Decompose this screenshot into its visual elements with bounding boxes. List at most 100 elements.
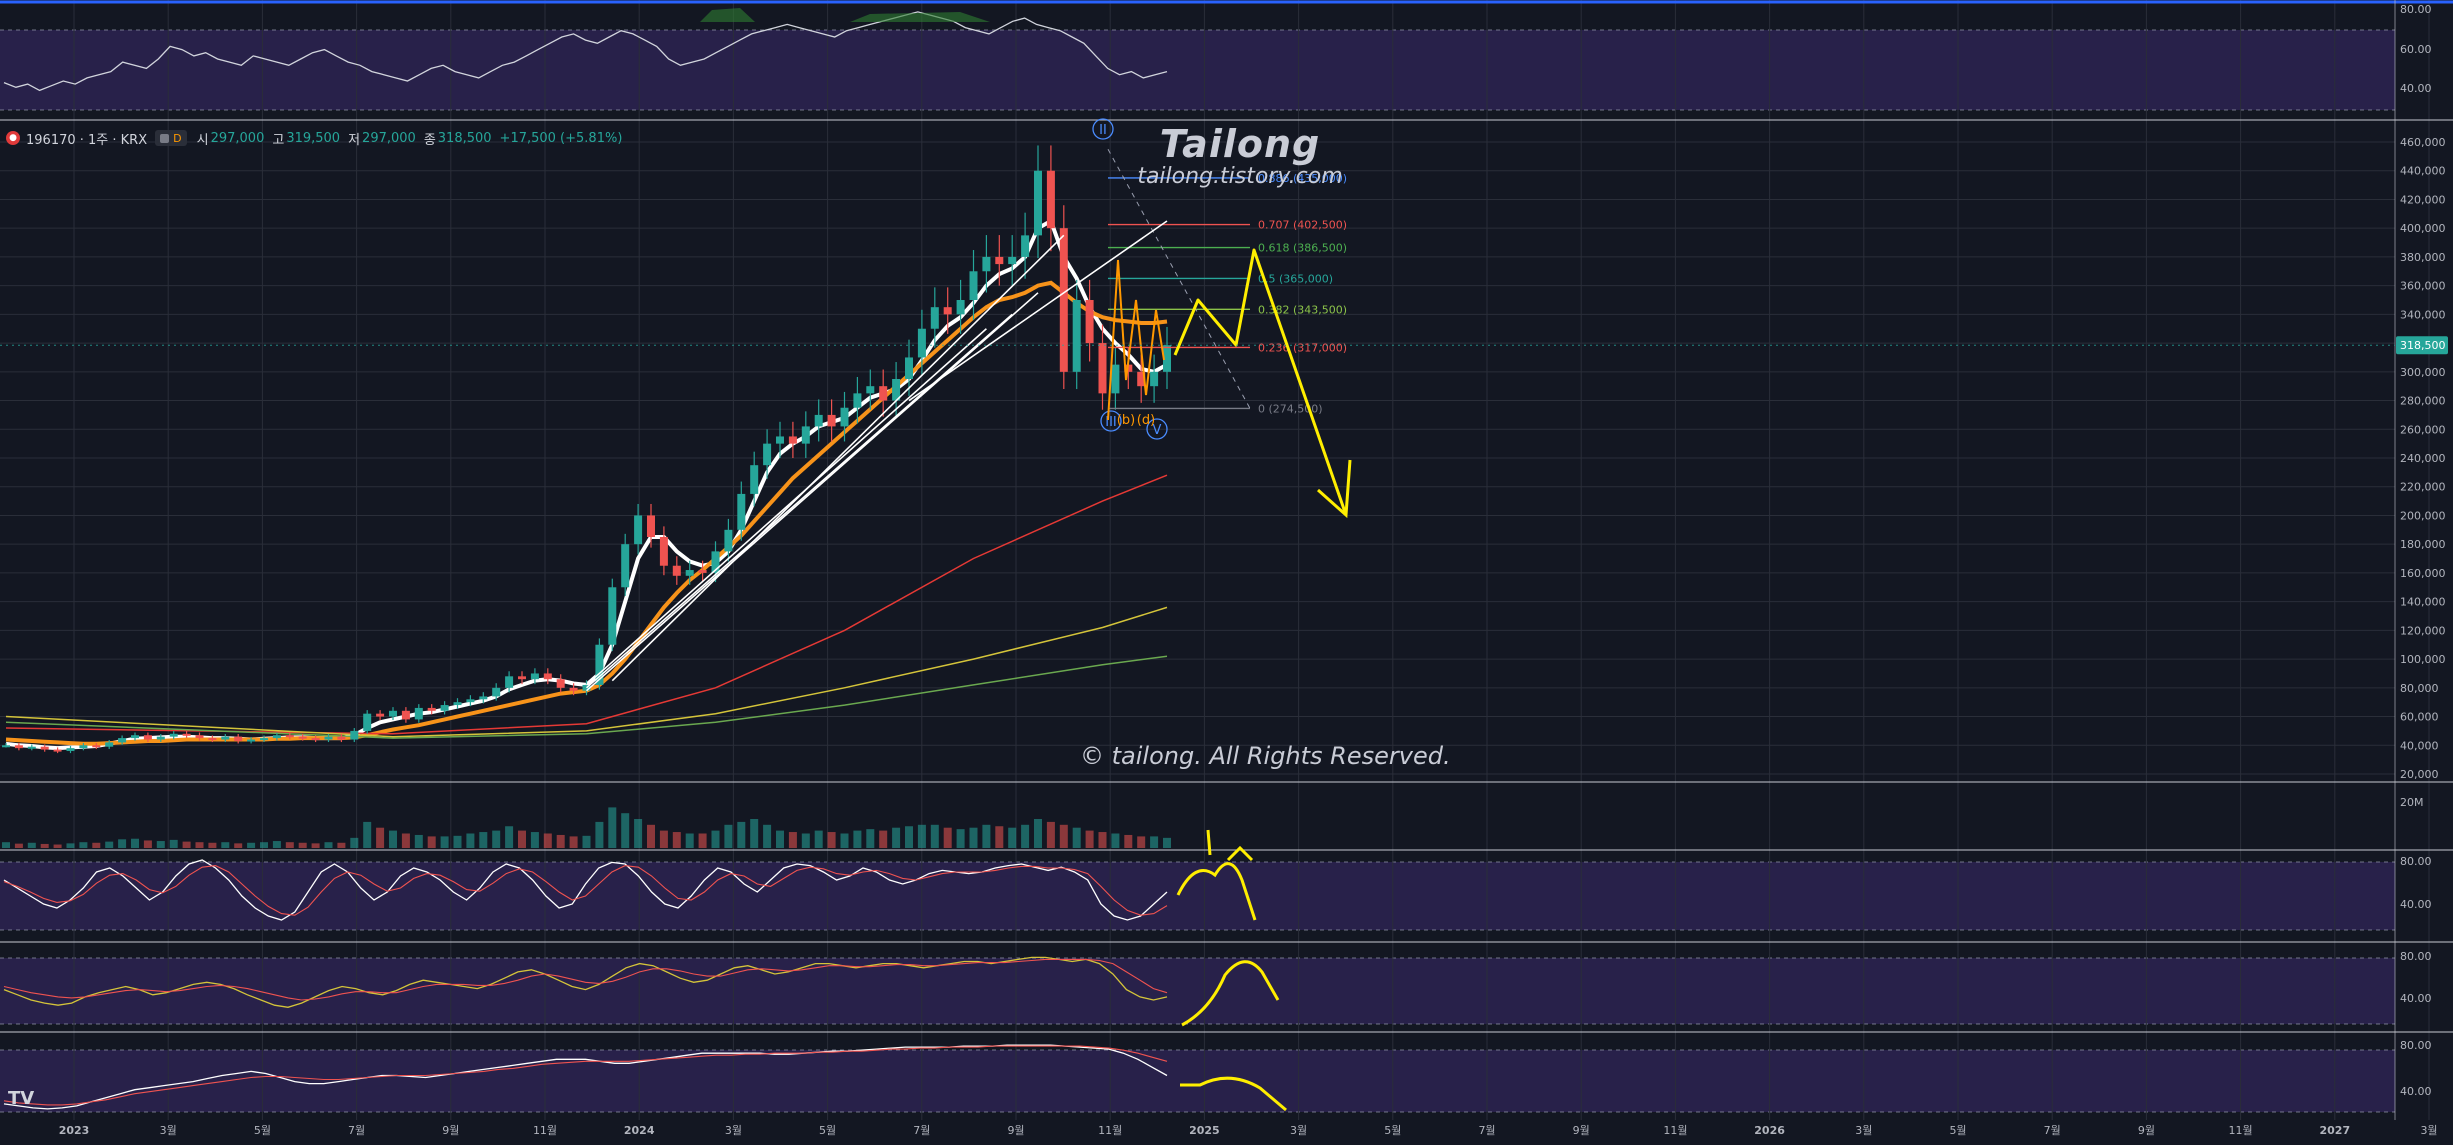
candle-body xyxy=(556,679,565,688)
candle-body xyxy=(647,515,655,537)
y-tick-label: 40.00 xyxy=(2400,82,2432,95)
candle-body xyxy=(66,748,75,752)
candle-body xyxy=(621,544,630,588)
candle-body xyxy=(105,742,114,747)
stoch-line xyxy=(3,865,1168,916)
symbol-logo-icon: ● xyxy=(6,131,20,145)
x-tick-label: 11월 xyxy=(1098,1124,1122,1137)
candle-body xyxy=(737,493,746,530)
wave-label: II xyxy=(1099,123,1107,138)
volume-bar xyxy=(272,841,281,848)
wave-label: V xyxy=(1153,423,1162,438)
volume-bar xyxy=(556,834,565,848)
volume-bar xyxy=(118,839,127,848)
time-axis: 2023 3월 5월 7월 9월 11월 2024 3월 5월 7월 9월 11월 2025 3월 5월 7월… xyxy=(59,1124,2438,1137)
volume-bar xyxy=(40,843,49,848)
volume-bar xyxy=(1163,837,1171,848)
candle-body xyxy=(156,736,165,740)
symbol-title[interactable]: 196170 · 1주 · KRX xyxy=(26,132,148,148)
last-price-label: 318,500 xyxy=(2400,339,2446,352)
volume-bar xyxy=(672,832,681,848)
volume-bar xyxy=(453,835,462,848)
volume-bars xyxy=(2,807,1171,848)
candle-body xyxy=(982,256,991,272)
candle-body xyxy=(1137,371,1146,387)
x-tick-label: 5월 xyxy=(1384,1124,1401,1137)
volume-bar xyxy=(814,830,823,848)
candle-body xyxy=(298,736,307,739)
x-tick-label: 3월 xyxy=(160,1124,177,1137)
wave-label-circle xyxy=(1092,118,1114,140)
candle-body xyxy=(750,465,759,494)
y-tick-label: 200,000 xyxy=(2400,509,2446,522)
rsi_mid-line xyxy=(3,956,1168,1008)
candle-body xyxy=(1085,300,1094,344)
fib-level-label: 0.707 (402,500) xyxy=(1258,219,1347,232)
volume-bar xyxy=(2,842,10,848)
candle-body xyxy=(1098,343,1107,394)
volume-bar xyxy=(1059,824,1068,848)
y-tick-label: 40.00 xyxy=(2400,992,2432,1005)
volume-bar xyxy=(1085,830,1094,848)
rsi-mid-sketch xyxy=(1181,960,1280,1027)
ma-yellow-line xyxy=(5,606,1168,738)
candle-body xyxy=(840,407,849,427)
candle-body xyxy=(608,587,617,645)
candle-body xyxy=(350,730,359,740)
change-value: +17,500 (+5.81%) xyxy=(499,130,623,146)
volume-bar xyxy=(518,830,526,848)
candle-body xyxy=(337,736,346,740)
candle-body xyxy=(969,271,978,300)
x-tick-label: 7월 xyxy=(1478,1124,1495,1137)
symbol-badge[interactable]: D xyxy=(155,130,187,146)
candle-body xyxy=(879,386,888,401)
volume-bar xyxy=(685,833,694,848)
volume-bar xyxy=(1046,821,1055,848)
candle-body xyxy=(324,736,333,740)
x-tick-label: 5월 xyxy=(819,1124,836,1137)
tradingview-logo[interactable]: TV xyxy=(8,1088,35,1109)
y-tick-label: 280,000 xyxy=(2400,395,2446,408)
ma-green-line xyxy=(5,655,1168,739)
fib-level-label: 0.618 (386,500) xyxy=(1258,242,1347,255)
volume-bar xyxy=(801,833,810,848)
y-tick-label: 380,000 xyxy=(2400,251,2446,264)
volume-bar xyxy=(169,839,178,848)
candle-body xyxy=(376,713,385,717)
x-tick-label: 5월 xyxy=(254,1124,271,1137)
candle-body xyxy=(1111,364,1120,394)
candle-body xyxy=(814,414,823,427)
x-tick-label: 3월 xyxy=(1290,1124,1307,1137)
stoch-sketch xyxy=(1176,862,1257,921)
volume-bar xyxy=(853,830,862,848)
ma-red-line xyxy=(5,474,1168,735)
candle-body xyxy=(698,570,707,573)
candle-body xyxy=(131,735,139,739)
volume-bar xyxy=(440,836,449,848)
candle-body xyxy=(118,738,127,743)
wave-label-circle xyxy=(1100,410,1122,432)
x-tick-label: 7월 xyxy=(913,1124,930,1137)
candle-body xyxy=(272,735,281,739)
low-value: 297,000 xyxy=(362,130,416,146)
volume-bar xyxy=(659,830,668,848)
volume-bar xyxy=(995,826,1004,848)
x-tick-label: 11월 xyxy=(2229,1124,2253,1137)
volume-bar xyxy=(930,824,939,848)
candle-body xyxy=(440,705,449,711)
y-tick-label: 360,000 xyxy=(2400,280,2446,293)
x-tick-label: 3월 xyxy=(2420,1124,2437,1137)
x-tick-label: 2027 xyxy=(2319,1124,2350,1137)
volume-bar xyxy=(337,842,346,848)
volume-bar xyxy=(324,842,333,848)
candle-body xyxy=(943,307,952,315)
volume-bar xyxy=(298,842,307,848)
candle-body xyxy=(208,738,217,741)
candle-body xyxy=(247,739,256,742)
volume-bar xyxy=(131,838,139,848)
panel-separators xyxy=(0,0,2453,1120)
